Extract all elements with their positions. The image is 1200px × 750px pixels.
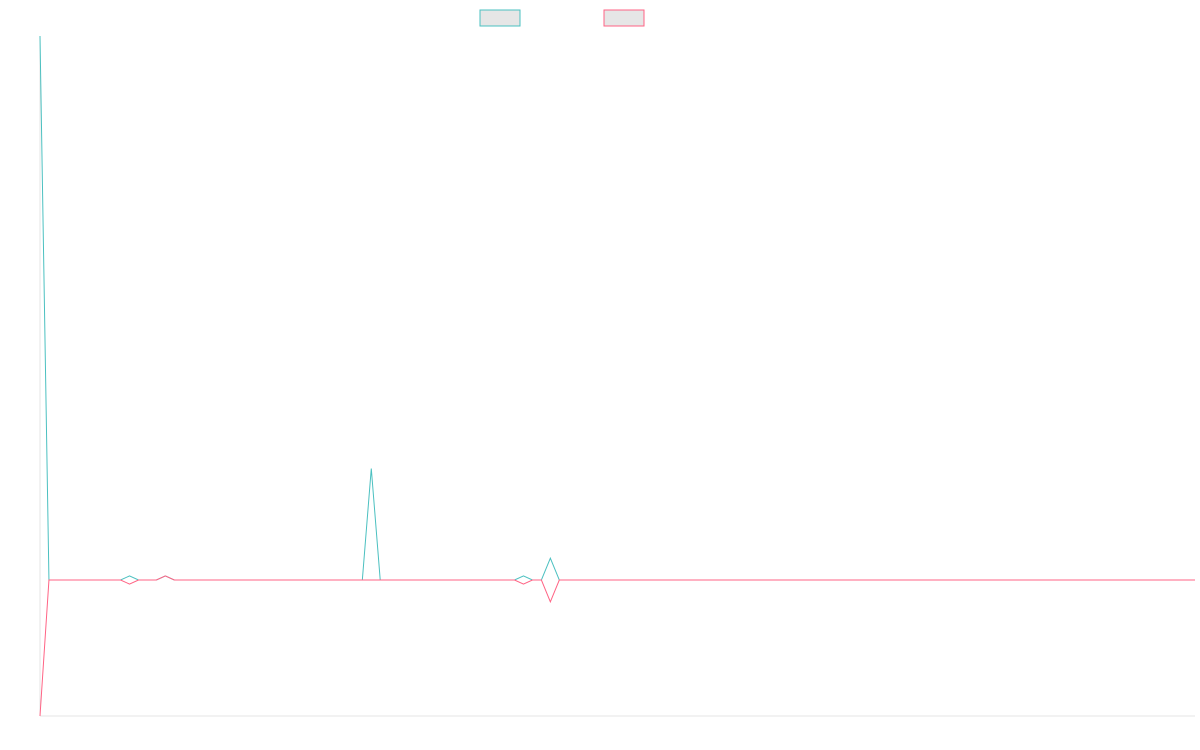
legend-item-1 — [479, 9, 521, 27]
legend-swatch-2 — [603, 9, 645, 27]
plot-area — [39, 35, 1195, 717]
axes — [39, 36, 1195, 717]
series-line-2 — [39, 575, 1195, 717]
legend — [479, 9, 645, 27]
series-line-1 — [39, 35, 1195, 581]
legend-swatch-1 — [479, 9, 521, 27]
legend-item-2 — [603, 9, 645, 27]
